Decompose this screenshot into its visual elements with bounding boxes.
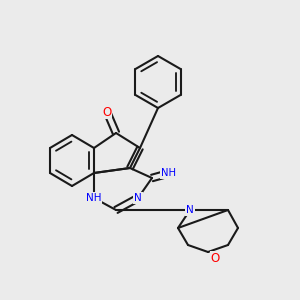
Text: N: N xyxy=(186,205,194,215)
Text: NH: NH xyxy=(160,168,175,178)
Text: N: N xyxy=(134,193,142,203)
Text: O: O xyxy=(165,167,175,179)
Text: NH: NH xyxy=(86,193,102,203)
Text: O: O xyxy=(210,251,220,265)
Text: O: O xyxy=(102,106,112,118)
